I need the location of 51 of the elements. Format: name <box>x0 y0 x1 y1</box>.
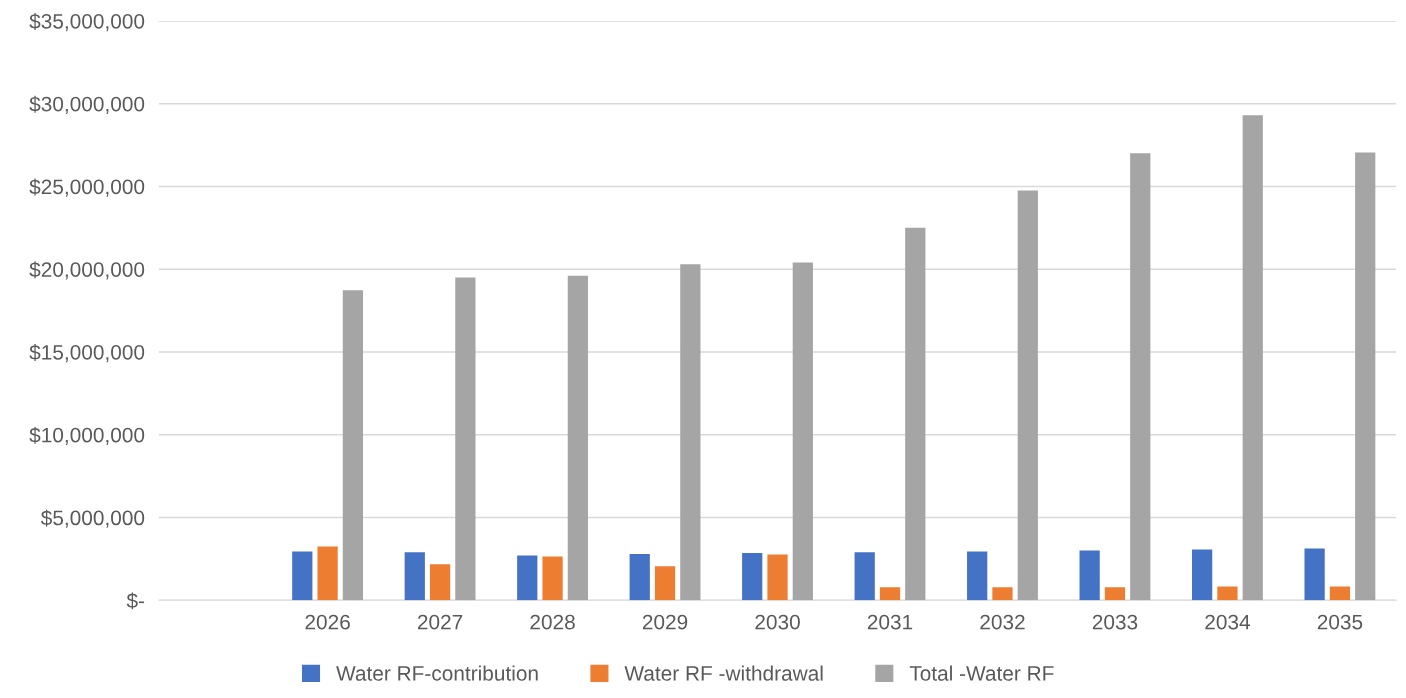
bar <box>1355 152 1376 601</box>
bar <box>1217 586 1238 601</box>
bar <box>1079 550 1100 601</box>
bar <box>792 262 813 601</box>
bar <box>1017 190 1038 601</box>
x-tick-label: 2032 <box>980 614 1025 630</box>
legend-label: Water RF-contribution <box>336 665 538 681</box>
x-tick-label: 2033 <box>1092 614 1138 630</box>
y-tick-label: $35,000,000 <box>29 13 145 32</box>
y-tick-label: $10,000,000 <box>29 426 145 445</box>
legend-label: Total -Water RF <box>909 665 1054 681</box>
bar <box>905 227 926 601</box>
bar <box>317 546 338 601</box>
bar <box>342 290 364 601</box>
bar <box>404 552 425 601</box>
bar <box>967 551 988 601</box>
y-tick-label: $- <box>126 592 145 610</box>
x-tick-label: 2031 <box>867 614 913 630</box>
bar <box>767 554 788 601</box>
bar <box>879 587 901 601</box>
x-tick-label: 2030 <box>755 614 800 630</box>
bar <box>1304 548 1325 601</box>
bar <box>654 566 676 601</box>
y-tick-label: $25,000,000 <box>29 178 145 197</box>
bar <box>854 552 875 601</box>
x-tick-label: 2034 <box>1205 614 1250 630</box>
y-tick-label: $30,000,000 <box>29 95 145 114</box>
bar <box>429 564 451 601</box>
x-tick-label: 2029 <box>642 614 688 630</box>
y-tick-label: $15,000,000 <box>29 344 145 363</box>
bar <box>680 264 701 601</box>
bar <box>1242 115 1263 601</box>
bar <box>292 551 313 601</box>
y-tick-label: $20,000,000 <box>29 261 145 280</box>
bar <box>1192 549 1213 601</box>
x-tick-label: 2035 <box>1317 614 1363 630</box>
bar <box>992 587 1013 601</box>
bar <box>1130 153 1151 601</box>
bar <box>1104 587 1126 601</box>
legend-label: Water RF -withdrawal <box>624 665 823 681</box>
bar <box>629 553 650 601</box>
bar <box>455 277 476 601</box>
x-tick-label: 2028 <box>530 614 575 630</box>
bar <box>742 553 763 601</box>
bar <box>567 275 588 601</box>
bar <box>542 556 563 601</box>
bar <box>1329 586 1351 601</box>
x-tick-label: 2027 <box>417 614 463 630</box>
bar <box>517 555 538 601</box>
x-tick-label: 2026 <box>305 614 350 630</box>
y-tick-label: $5,000,000 <box>40 509 145 528</box>
